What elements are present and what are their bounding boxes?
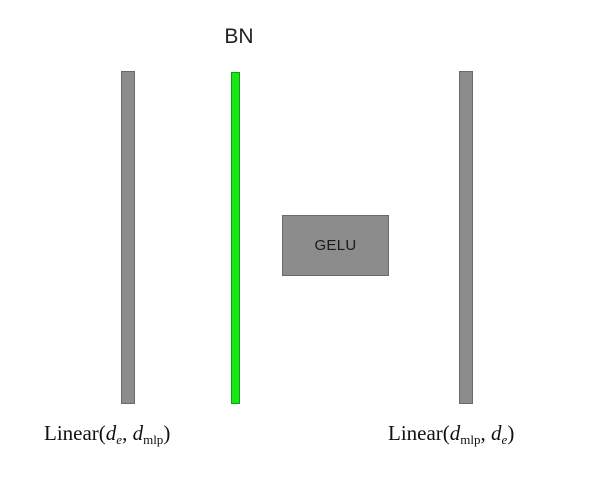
- linear2-arg2-var: d: [491, 421, 502, 445]
- linear2-arg1-var: d: [449, 421, 461, 445]
- linear-layer-2: [459, 71, 473, 404]
- linear2-arg1-sub: mlp: [460, 432, 481, 447]
- linear1-arg1-sub: e: [116, 432, 123, 447]
- gelu-activation-box: GELU: [282, 215, 389, 276]
- bn-label: BN: [224, 25, 254, 48]
- linear1-arg2-sub: mlp: [143, 432, 164, 447]
- batchnorm-layer: [231, 72, 240, 404]
- linear-layer-1-label: Linear(de, dmlp): [44, 421, 171, 447]
- linear-layer-1: [121, 71, 135, 404]
- linear2-fn: Linear: [388, 421, 443, 445]
- gelu-label: GELU: [314, 237, 357, 254]
- linear1-arg2-var: d: [132, 421, 144, 445]
- linear-layer-2-label: Linear(dmlp, de): [388, 421, 515, 447]
- linear1-fn: Linear: [44, 421, 99, 445]
- linear2-arg2-sub: e: [501, 432, 508, 447]
- linear1-arg1-var: d: [105, 421, 117, 445]
